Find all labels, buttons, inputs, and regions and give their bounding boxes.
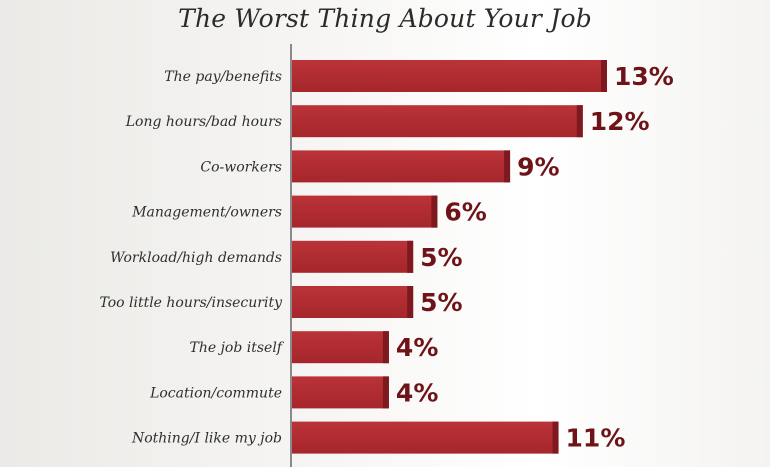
category-label: Workload/high demands [110,250,282,266]
value-label: 5% [420,288,462,317]
bar-end-cap [431,195,438,228]
bar [292,286,414,318]
bar-end-cap [601,60,607,92]
bar [292,376,389,409]
category-label: The job itself [189,340,284,356]
value-label: 4% [396,333,438,362]
bar [292,421,559,454]
bar [292,331,389,364]
category-label: Nothing/I like my job [131,431,282,447]
bar-end-cap [382,376,389,409]
category-label: The pay/benefits [164,69,282,85]
bar [292,195,438,228]
category-label: Co-workers [200,159,282,175]
category-label: Location/commute [149,385,282,401]
value-label: 6% [444,198,486,227]
bar-end-cap [504,150,511,183]
bar [292,60,607,92]
category-label: Long hours/bad hours [125,114,282,130]
bar-end-cap [552,421,559,454]
value-label: 4% [396,378,438,407]
bar-end-cap [382,331,389,364]
bar-end-cap [407,286,414,318]
bar [292,105,583,138]
category-label: Management/owners [131,205,282,221]
value-label: 5% [420,243,462,272]
category-axis-line [290,44,292,467]
chart-title: The Worst Thing About Your Job [178,4,592,33]
value-label: 13% [614,62,674,91]
bar [292,150,511,183]
value-label: 9% [517,152,559,181]
value-label: 12% [590,107,650,136]
bar [292,240,414,273]
category-label: Too little hours/insecurity [99,295,283,311]
bar-end-cap [407,240,414,273]
bar-end-cap [576,105,583,138]
value-label: 11% [566,424,626,453]
